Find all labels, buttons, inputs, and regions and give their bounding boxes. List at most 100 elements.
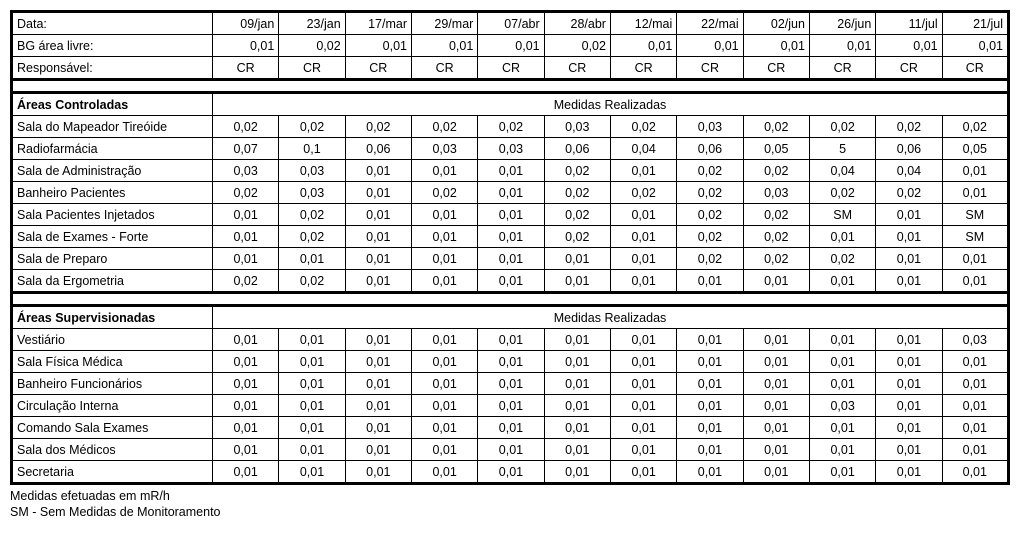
- measurement-cell: 0,01: [610, 395, 676, 417]
- measurement-cell: 0,01: [942, 248, 1008, 270]
- measurement-cell: 0,06: [544, 138, 610, 160]
- bg-cell: 0,01: [411, 35, 477, 57]
- measurement-cell: 0,01: [345, 226, 411, 248]
- measurement-cell: 0,01: [345, 182, 411, 204]
- measurement-cell: 0,01: [743, 417, 809, 439]
- date-cell: 29/mar: [411, 12, 477, 35]
- measurement-cell: 0,01: [876, 248, 942, 270]
- measurement-cell: 0,01: [213, 373, 279, 395]
- measurement-cell: 0,01: [544, 351, 610, 373]
- measurement-cell: 0,01: [411, 395, 477, 417]
- date-cell: 02/jun: [743, 12, 809, 35]
- measurement-cell: 0,06: [876, 138, 942, 160]
- measurement-cell: 0,01: [411, 329, 477, 351]
- measurement-cell: 0,03: [942, 329, 1008, 351]
- header-row-bg: BG área livre:0,010,020,010,010,010,020,…: [12, 35, 1009, 57]
- measurement-cell: 0,01: [610, 439, 676, 461]
- footnote-line: SM - Sem Medidas de Monitoramento: [10, 505, 1014, 519]
- measurement-cell: 0,03: [279, 182, 345, 204]
- date-cell: 17/mar: [345, 12, 411, 35]
- measurement-cell: 0,01: [345, 329, 411, 351]
- area-label: Comando Sala Exames: [12, 417, 213, 439]
- area-label: Banheiro Funcionários: [12, 373, 213, 395]
- measurement-cell: 0,02: [213, 182, 279, 204]
- measurement-cell: 0,01: [345, 270, 411, 293]
- measurement-cell: 0,02: [345, 116, 411, 138]
- measurement-cell: 0,01: [610, 373, 676, 395]
- data-row: Secretaria0,010,010,010,010,010,010,010,…: [12, 461, 1009, 484]
- area-label: Sala de Preparo: [12, 248, 213, 270]
- measurement-cell: 0,01: [876, 226, 942, 248]
- date-cell: 07/abr: [478, 12, 544, 35]
- measurement-cell: 0,01: [876, 270, 942, 293]
- measurement-cell: 0,01: [411, 270, 477, 293]
- bg-cell: 0,01: [876, 35, 942, 57]
- measurement-cell: 0,02: [743, 226, 809, 248]
- measurement-cell: 0,01: [213, 417, 279, 439]
- measurement-cell: 0,03: [279, 160, 345, 182]
- data-row: Sala Pacientes Injetados0,010,020,010,01…: [12, 204, 1009, 226]
- bg-cell: 0,01: [809, 35, 875, 57]
- measurement-cell: 0,02: [809, 182, 875, 204]
- measurement-cell: 0,01: [478, 395, 544, 417]
- measurement-cell: 0,01: [279, 248, 345, 270]
- measurement-cell: 0,01: [610, 270, 676, 293]
- measurement-cell: 0,01: [213, 204, 279, 226]
- measurement-cell: 0,01: [942, 270, 1008, 293]
- responsible-cell: CR: [478, 57, 544, 80]
- measurement-cell: 0,01: [677, 373, 743, 395]
- measurement-cell: 0,02: [809, 248, 875, 270]
- data-row: Banheiro Pacientes0,020,030,010,020,010,…: [12, 182, 1009, 204]
- responsible-cell: CR: [743, 57, 809, 80]
- area-label: Banheiro Pacientes: [12, 182, 213, 204]
- measurement-cell: 0,01: [942, 182, 1008, 204]
- date-cell: 21/jul: [942, 12, 1008, 35]
- measurement-cell: 0,01: [411, 439, 477, 461]
- measurement-cell: 0,01: [610, 417, 676, 439]
- measurement-cell: 0,02: [677, 248, 743, 270]
- measurement-cell: 0,02: [677, 182, 743, 204]
- measurement-cell: 0,01: [478, 373, 544, 395]
- responsible-cell: CR: [279, 57, 345, 80]
- measurement-cell: 0,01: [411, 248, 477, 270]
- area-label: Radiofarmácia: [12, 138, 213, 160]
- measurement-cell: 0,01: [809, 373, 875, 395]
- measurement-cell: 0,03: [411, 138, 477, 160]
- measurement-cell: 0,02: [876, 182, 942, 204]
- area-label: Sala da Ergometria: [12, 270, 213, 293]
- measurement-cell: 0,01: [743, 461, 809, 484]
- measurement-cell: 0,01: [743, 351, 809, 373]
- measurement-cell: 0,01: [809, 439, 875, 461]
- measurement-cell: 0,02: [279, 116, 345, 138]
- measurement-cell: 0,01: [345, 461, 411, 484]
- measurement-cell: 0,01: [345, 204, 411, 226]
- measurement-cell: 0,01: [809, 226, 875, 248]
- measurement-cell: 0,03: [478, 138, 544, 160]
- measurement-cell: 0,01: [610, 248, 676, 270]
- area-label: Sala do Mapeador Tireóide: [12, 116, 213, 138]
- measurement-cell: 0,01: [345, 373, 411, 395]
- responsible-cell: CR: [213, 57, 279, 80]
- data-row: Sala da Ergometria0,020,020,010,010,010,…: [12, 270, 1009, 293]
- area-label: Circulação Interna: [12, 395, 213, 417]
- measurement-cell: 0,01: [677, 351, 743, 373]
- bg-cell: 0,02: [279, 35, 345, 57]
- measurement-cell: 0,01: [345, 160, 411, 182]
- measurement-cell: 0,01: [743, 395, 809, 417]
- measurement-cell: 0,05: [942, 138, 1008, 160]
- measurement-cell: 0,01: [743, 373, 809, 395]
- measurement-cell: 0,02: [279, 204, 345, 226]
- data-row: Sala do Mapeador Tireóide0,020,020,020,0…: [12, 116, 1009, 138]
- measurement-cell: 0,01: [213, 351, 279, 373]
- measurement-cell: 5: [809, 138, 875, 160]
- measurement-cell: 0,02: [544, 160, 610, 182]
- footnotes: Medidas efetuadas em mR/hSM - Sem Medida…: [10, 489, 1014, 519]
- measurement-cell: SM: [942, 226, 1008, 248]
- measurement-cell: 0,03: [677, 116, 743, 138]
- measurement-cell: 0,01: [478, 439, 544, 461]
- measurement-cell: 0,01: [809, 270, 875, 293]
- measurement-cell: 0,01: [345, 395, 411, 417]
- measurement-cell: 0,03: [809, 395, 875, 417]
- measurement-cell: 0,01: [610, 226, 676, 248]
- measurement-cell: 0,01: [279, 439, 345, 461]
